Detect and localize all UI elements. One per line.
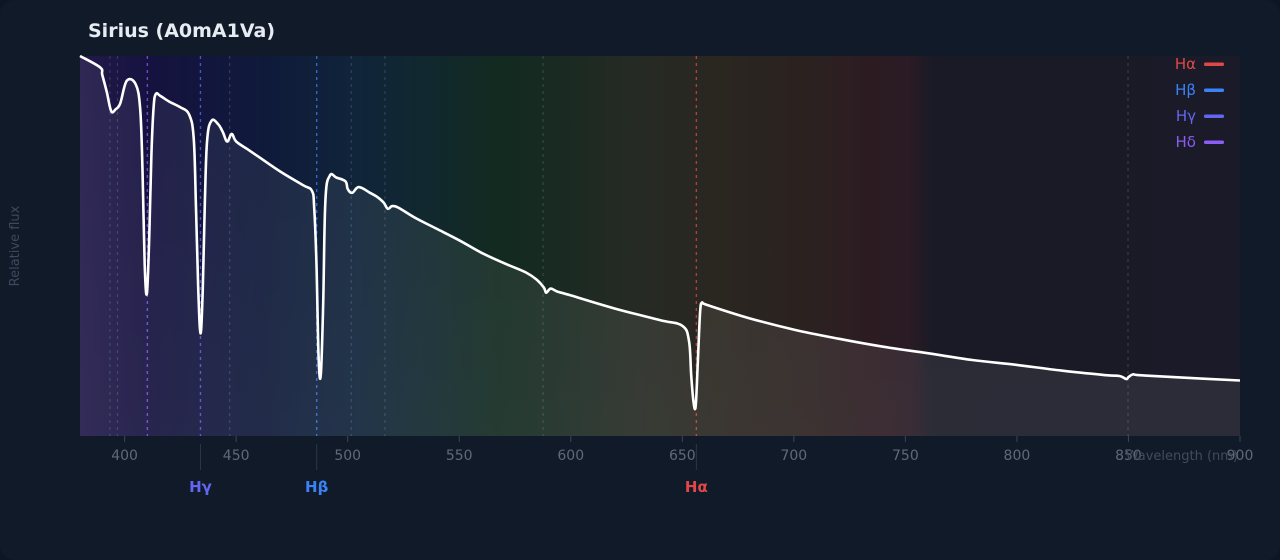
y-axis-label: Relative flux [8,205,23,286]
x-tick-label-750: 750 [892,448,919,464]
x-axis-label: Wavelength (nm) [1126,449,1238,464]
legend-label-2: Hγ [1176,107,1196,125]
legend-label-1: Hβ [1175,81,1196,99]
legend-swatch-0 [1204,62,1224,66]
x-tick-label-800: 800 [1004,448,1031,464]
x-tick-label-450: 450 [223,448,250,464]
spectrum-curve [79,54,1241,411]
legend-swatch-2 [1204,114,1224,118]
x-tick-label-700: 700 [780,448,807,464]
chart-title: Sirius (A0mA1Va) [88,20,276,42]
x-tick-label-500: 500 [334,448,361,464]
x-tick-label-900: 900 [1227,448,1254,464]
line-id-label-0: Hα [685,478,708,496]
x-axis: 400 450 500 550 600 650 700 750 800 850 900 [111,436,1253,464]
legend-swatch-3 [1204,140,1224,144]
legend-label-0: Hα [1175,55,1196,73]
line-id-label-2: Hγ [189,478,212,496]
line-identifiers: Hα Hβ Hγ [189,444,708,496]
x-tick-label-850: 850 [1115,448,1142,464]
legend: Hα Hβ Hγ Hδ [1175,55,1224,151]
x-tick-label-600: 600 [557,448,584,464]
x-tick-label-650: 650 [669,448,696,464]
x-tick-label-550: 550 [446,448,473,464]
line-id-label-1: Hβ [305,478,329,496]
legend-label-3: Hδ [1176,133,1196,151]
legend-swatch-1 [1204,88,1224,92]
spectrum-area [80,56,1240,436]
x-tick-label-400: 400 [111,448,138,464]
